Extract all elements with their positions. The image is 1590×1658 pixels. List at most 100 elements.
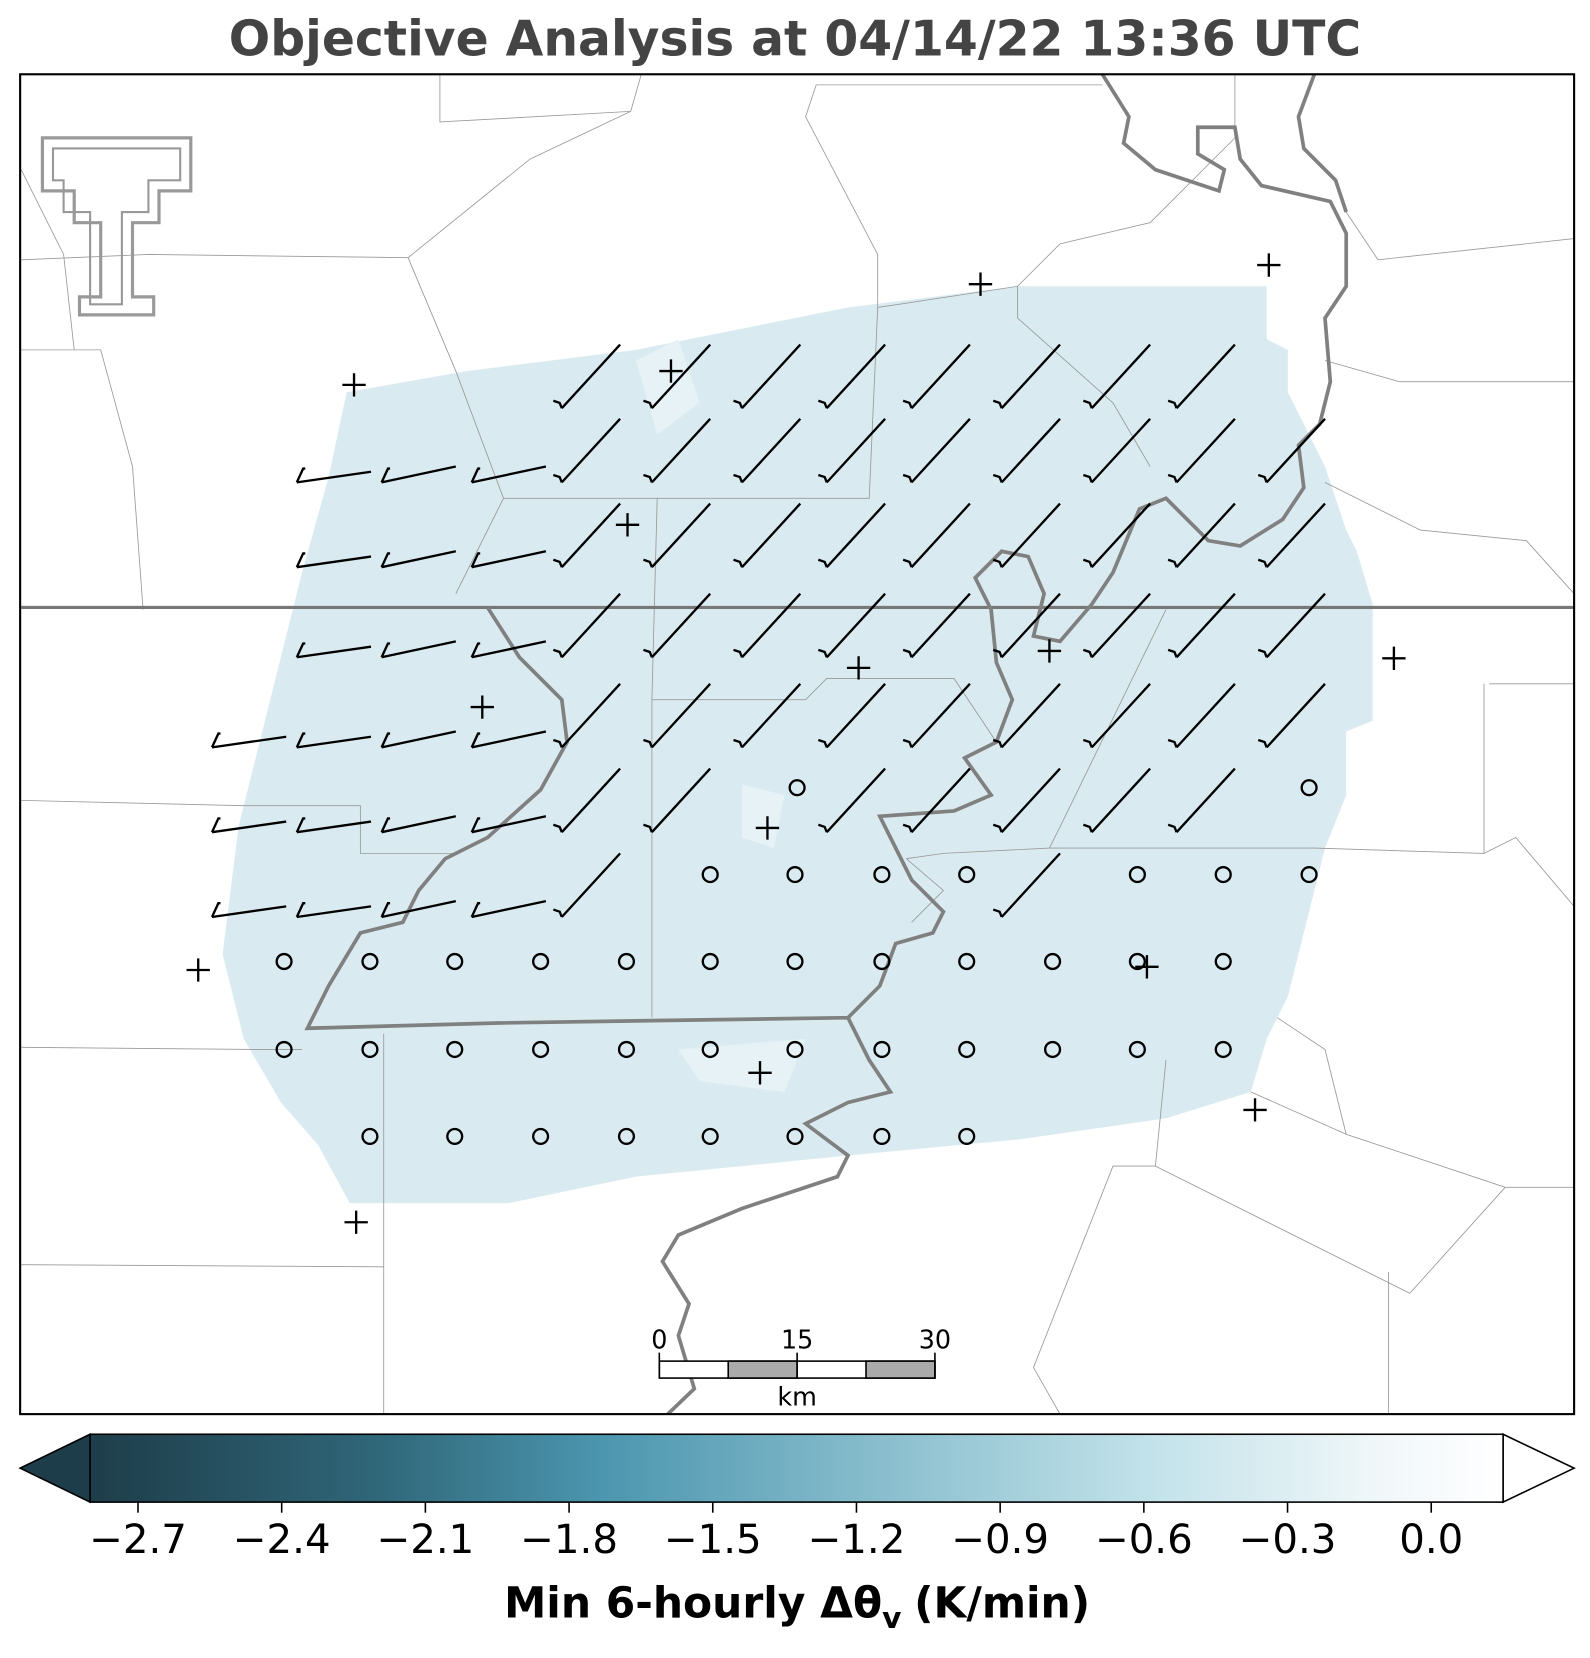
wind-barb — [992, 502, 1061, 568]
wind-barb — [1167, 767, 1236, 833]
wind-barb — [817, 682, 886, 749]
calm-station — [701, 1127, 719, 1145]
calm-station — [275, 952, 293, 971]
colorbar-tick-label: −2.4 — [233, 1517, 331, 1563]
wind-barb — [470, 465, 547, 484]
wind-barb — [992, 343, 1061, 409]
calm-station — [446, 1040, 464, 1059]
wind-barb — [1082, 682, 1151, 749]
colorbar-label-main: Min 6-hourly Δθ — [504, 1579, 882, 1628]
wind-barb — [902, 343, 971, 409]
calm-station — [1043, 952, 1062, 971]
wind-barb — [552, 502, 621, 568]
calm-station — [1128, 1040, 1146, 1059]
wind-barb — [295, 732, 372, 749]
missing-station — [748, 1061, 772, 1085]
colorbar-tick-label: −0.9 — [951, 1517, 1049, 1563]
field-contour — [636, 339, 806, 1092]
calm-station — [532, 1127, 550, 1145]
wind-barb — [552, 767, 621, 833]
calm-station — [446, 952, 464, 971]
calm-station — [617, 1127, 636, 1145]
colorbar-tick-label: −2.7 — [89, 1517, 187, 1563]
wind-barb — [902, 767, 971, 833]
analysis-field — [222, 286, 1373, 1204]
colorbar-label: Min 6-hourly Δθv (K/min) — [504, 1579, 1090, 1636]
map-frame — [19, 73, 1576, 1416]
wind-barb — [1167, 592, 1236, 659]
map — [20, 74, 1575, 1415]
colorbar-label-unit: (K/min) — [914, 1579, 1090, 1628]
missing-station — [1382, 646, 1406, 671]
calm-station — [786, 1127, 804, 1145]
scale-bar-segment — [727, 1360, 798, 1379]
calm-station — [958, 865, 976, 884]
missing-station — [1243, 1098, 1267, 1122]
calm-station — [275, 1040, 293, 1059]
calm-station — [361, 1127, 379, 1145]
stations — [186, 253, 1406, 1234]
colorbar-tick-label: −0.6 — [1095, 1517, 1193, 1563]
colorbar: −2.7 −2.4 −2.1 −1.8 −1.5 −1.2 −0.9 −0.6 −0.3 0.0 — [18, 1432, 1576, 1563]
scale-bar-segment — [865, 1360, 936, 1379]
scale-bar-unit: km — [777, 1382, 817, 1412]
calm-station — [873, 952, 891, 971]
wind-barb — [817, 592, 886, 659]
calm-station — [1128, 952, 1146, 971]
wind-barb — [1082, 417, 1151, 484]
wind-barb — [295, 467, 372, 484]
wind-barb — [733, 343, 802, 409]
wind-barb — [733, 682, 802, 749]
calm-station — [361, 952, 379, 971]
wind-barb — [1082, 592, 1151, 659]
wind-barb — [817, 767, 886, 833]
wind-barb — [295, 817, 372, 834]
wind-barb — [1257, 502, 1326, 568]
missing-station — [470, 695, 494, 719]
wind-barb — [470, 640, 547, 659]
calm-station — [361, 1040, 379, 1059]
calm-station — [786, 952, 804, 971]
calm-station — [788, 779, 806, 797]
wind-barb — [992, 592, 1061, 659]
calm-station — [701, 865, 719, 884]
calm-station — [617, 1040, 636, 1059]
wind-barb — [470, 730, 547, 749]
wind-barb — [902, 682, 971, 749]
wind-barb — [552, 682, 621, 749]
colorbar-tick-label: −1.2 — [808, 1517, 906, 1563]
missing-station — [846, 656, 871, 680]
wind-barb — [1257, 417, 1326, 484]
river — [304, 74, 1349, 1415]
wind-barb — [470, 899, 547, 919]
colorbar-tick-label: −2.1 — [376, 1517, 474, 1563]
wind-barb — [992, 767, 1061, 833]
missing-station — [968, 272, 993, 296]
calm-station — [1043, 1040, 1062, 1059]
wind-barb — [1167, 502, 1236, 568]
wind-barb — [380, 899, 457, 919]
colorbar-extend-max — [1502, 1432, 1576, 1504]
wind-barb — [902, 592, 971, 659]
missing-station — [1135, 955, 1159, 979]
calm-station — [958, 1127, 976, 1145]
wind-barb — [210, 817, 287, 834]
wind-barb — [992, 682, 1061, 749]
wind-barb — [1167, 417, 1236, 484]
missing-station — [1037, 639, 1062, 663]
wind-barb — [643, 767, 712, 833]
wind-barb — [295, 642, 372, 659]
missing-station — [615, 513, 640, 537]
wind-barb — [380, 550, 457, 569]
wind-barb — [817, 502, 886, 568]
wind-barb — [643, 343, 712, 409]
title: Objective Analysis at 04/14/22 13:36 UTC — [229, 11, 1361, 67]
calm-station — [1300, 865, 1318, 884]
missing-station — [659, 359, 683, 383]
wind-barb — [295, 902, 372, 919]
wind-barb — [1167, 343, 1236, 409]
missing-station — [1257, 253, 1281, 277]
wind-barb — [902, 502, 971, 568]
wind-barb — [643, 592, 712, 659]
colorbar-tick-label: −1.5 — [664, 1517, 762, 1563]
